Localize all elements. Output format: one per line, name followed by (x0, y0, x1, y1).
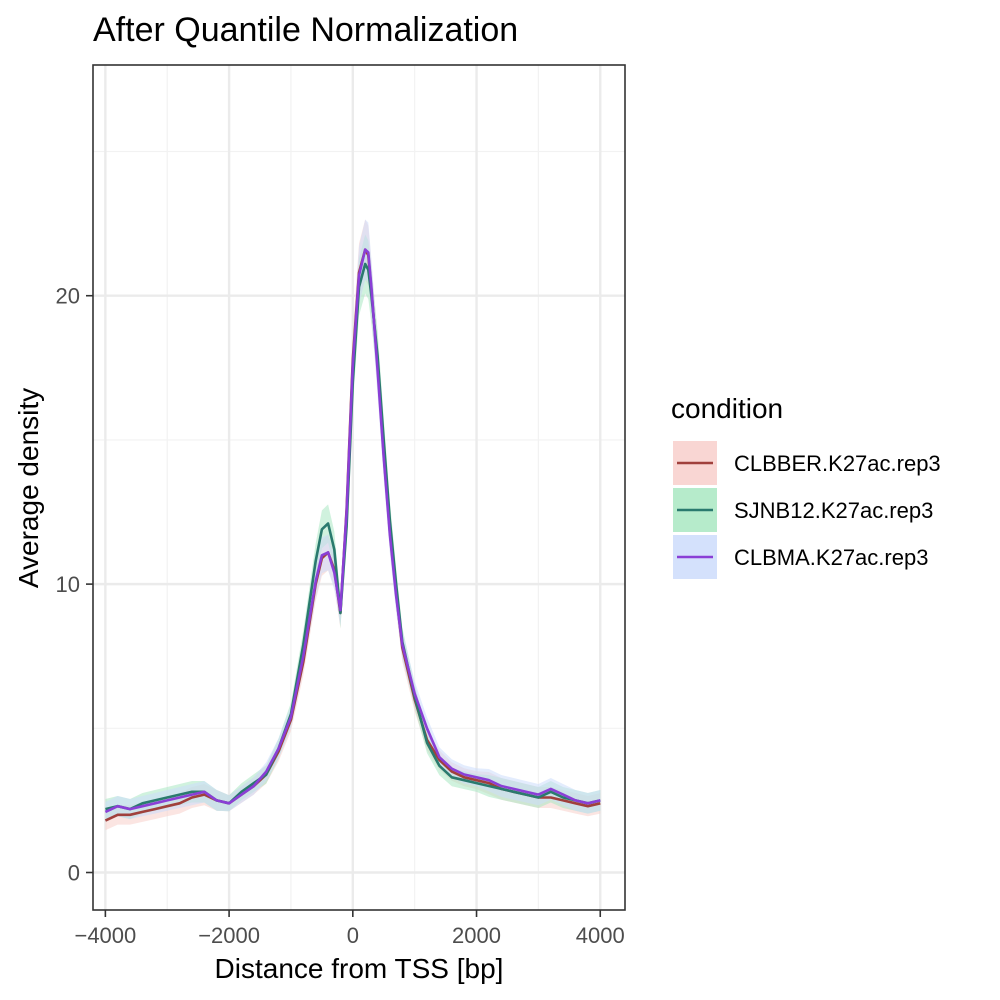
y-axis-title: Average density (13, 388, 44, 588)
x-tick-label: 0 (347, 923, 359, 948)
x-tick-label: −2000 (198, 923, 260, 948)
legend-label: SJNB12.K27ac.rep3 (734, 498, 933, 523)
legend-label: CLBBER.K27ac.rep3 (734, 451, 941, 476)
line-series-2 (104, 248, 601, 814)
plot-panel-border (92, 64, 626, 911)
y-tick-label: 20 (56, 284, 80, 309)
x-tick-label: −4000 (74, 923, 136, 948)
legend: condition CLBBER.K27ac.rep3 SJNB12.K27ac.… (671, 393, 941, 579)
legend-title: condition (671, 393, 783, 424)
x-tick-label: 2000 (452, 923, 501, 948)
x-axis-title: Distance from TSS [bp] (215, 953, 504, 984)
ribbon-series-2 (105, 219, 601, 822)
chart-title: After Quantile Normalization (93, 11, 518, 49)
y-tick-label: 0 (68, 861, 80, 886)
legend-label: CLBMA.K27ac.rep3 (734, 545, 928, 570)
y-tick-label: 10 (56, 572, 80, 597)
x-tick-label: 4000 (576, 923, 625, 948)
